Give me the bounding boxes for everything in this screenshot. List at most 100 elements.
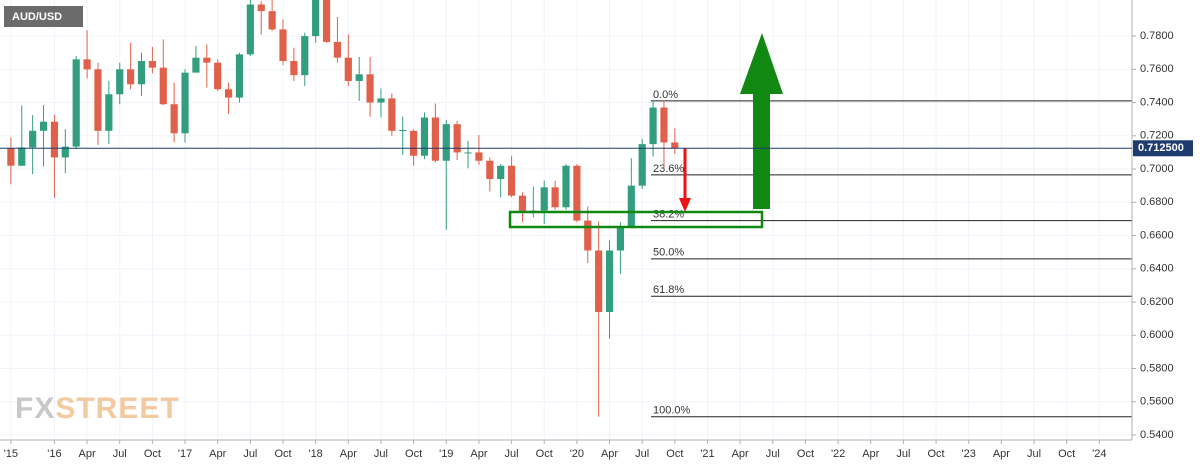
- candle-body: [137, 61, 146, 85]
- candle-body: [638, 144, 646, 186]
- y-tick-label: 0.6800: [1140, 196, 1174, 208]
- y-tick-label: 0.6400: [1140, 263, 1174, 275]
- fib-label: 61.8%: [653, 284, 684, 296]
- candle-body: [181, 72, 189, 134]
- x-tick-label: Jul: [635, 448, 649, 460]
- candle-body: [442, 124, 450, 161]
- candle-body: [616, 227, 625, 251]
- y-tick-label: 0.6000: [1140, 329, 1174, 341]
- x-tick-label: Apr: [601, 448, 618, 460]
- candle-body: [224, 89, 233, 98]
- x-tick-label: Oct: [928, 448, 945, 460]
- candle-body: [475, 152, 483, 161]
- grid: [0, 0, 1132, 440]
- x-tick-label: Apr: [993, 448, 1010, 460]
- candle-body: [399, 129, 407, 131]
- x-tick-label: '15: [4, 448, 18, 460]
- candle-body: [562, 165, 570, 208]
- candle-body: [7, 147, 15, 166]
- candle-body: [268, 11, 276, 30]
- candle-body: [486, 160, 494, 180]
- candle-body: [94, 69, 102, 131]
- watermark-fx: FX: [15, 392, 55, 425]
- x-tick-label: Oct: [405, 448, 422, 460]
- x-tick-label: Apr: [732, 448, 749, 460]
- candle-body: [420, 117, 429, 156]
- candle-body: [518, 195, 527, 213]
- y-tick-label: 0.6600: [1140, 229, 1174, 241]
- y-tick-label: 0.5600: [1140, 396, 1174, 408]
- candle-body: [127, 69, 135, 85]
- candle-body: [507, 165, 516, 196]
- x-tick-label: '23: [962, 448, 976, 460]
- y-tick-label: 0.7800: [1140, 30, 1174, 42]
- candle-body: [584, 220, 592, 251]
- drawings: [508, 33, 783, 229]
- last-price-label: 0.712500: [1138, 142, 1184, 154]
- x-tick-label: Jul: [896, 448, 910, 460]
- green-arrow-shaft: [753, 92, 770, 209]
- y-tick-label: 0.7600: [1140, 63, 1174, 75]
- candle-body: [61, 146, 69, 158]
- x-tick-label: Oct: [536, 448, 553, 460]
- y-tick-label: 0.7000: [1140, 163, 1174, 175]
- x-tick-label: Jul: [766, 448, 780, 460]
- x-tick-label: '20: [570, 448, 584, 460]
- candle-body: [192, 57, 200, 73]
- candle-body: [595, 250, 603, 313]
- candle-body: [627, 185, 635, 228]
- y-tick-label: 0.7200: [1140, 130, 1174, 142]
- candle-body: [540, 187, 548, 211]
- y-tick-label: 0.7400: [1140, 96, 1174, 108]
- symbol-badge: [4, 6, 83, 27]
- x-tick-label: Jul: [113, 448, 127, 460]
- y-tick-label: 0.5400: [1140, 429, 1174, 441]
- candle-body: [605, 250, 614, 313]
- candle-body: [159, 67, 167, 105]
- fib-label: 23.6%: [653, 163, 684, 175]
- candle-body: [116, 69, 124, 95]
- fib-label: 38.2%: [653, 208, 684, 220]
- candle-body: [246, 4, 254, 55]
- x-tick-label: Jul: [243, 448, 257, 460]
- red-arrow-head: [679, 198, 691, 212]
- candle-body: [344, 57, 352, 81]
- candle-body: [257, 4, 265, 12]
- candle-body: [29, 130, 37, 148]
- fib-label: 0.0%: [653, 89, 678, 101]
- x-tick-label: Oct: [144, 448, 161, 460]
- candle-body: [148, 61, 156, 68]
- chart-title: AUD/USD: [12, 11, 62, 23]
- fib-label: 50.0%: [653, 247, 684, 259]
- x-tick-label: Jul: [1027, 448, 1041, 460]
- candle-body: [214, 62, 222, 90]
- x-tick-label: '16: [47, 448, 61, 460]
- watermark: FXSTREET: [15, 392, 180, 425]
- x-tick-label: Jul: [374, 448, 388, 460]
- x-tick-label: Oct: [797, 448, 814, 460]
- x-tick-label: Apr: [470, 448, 487, 460]
- x-tick-label: Apr: [209, 448, 226, 460]
- fib-levels: 0.0% 23.6% 38.2% 50.0% 61.8% 100.0%: [651, 89, 1132, 418]
- candle-body: [105, 94, 113, 131]
- x-tick-label: Oct: [274, 448, 291, 460]
- candles: [7, 0, 679, 417]
- candle-body: [333, 41, 342, 58]
- candle-body: [366, 74, 374, 103]
- x-tick-label: '21: [700, 448, 714, 460]
- candle-body: [203, 57, 211, 63]
- candle-body: [497, 165, 505, 180]
- x-tick-label: '19: [439, 448, 453, 460]
- candle-body: [573, 165, 581, 221]
- y-tick-label: 0.5800: [1140, 362, 1174, 374]
- candle-body: [279, 29, 287, 62]
- candle-body: [312, 0, 320, 37]
- last-price-tag: [1133, 140, 1193, 157]
- candle-body: [72, 59, 80, 147]
- fib-label: 100.0%: [653, 405, 691, 417]
- x-tick-label: Oct: [666, 448, 683, 460]
- x-tick-label: Apr: [862, 448, 879, 460]
